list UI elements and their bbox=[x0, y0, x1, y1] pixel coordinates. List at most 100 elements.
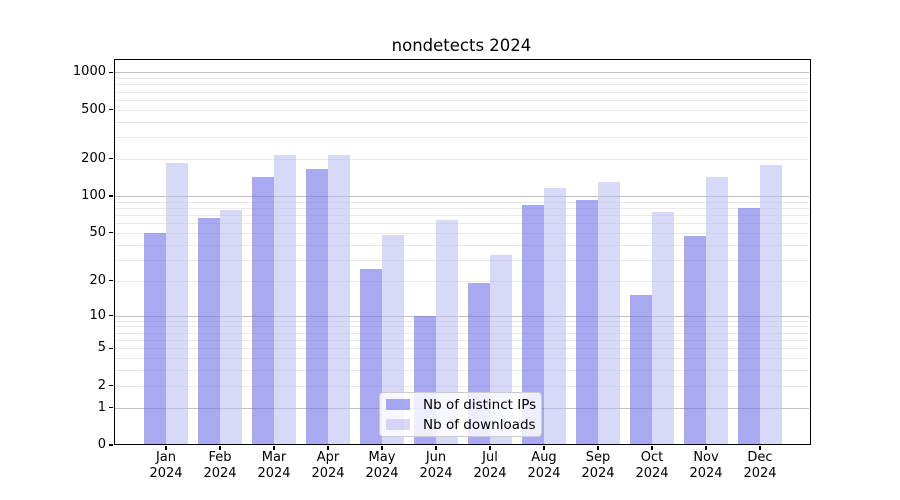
gridline-minor bbox=[114, 280, 809, 282]
y-tick bbox=[109, 232, 113, 234]
gridline-minor bbox=[114, 326, 809, 328]
bar-mar-nb-of-downloads bbox=[274, 155, 296, 445]
y-tick-label: 20 bbox=[89, 272, 106, 288]
legend-swatch-downloads bbox=[386, 419, 410, 430]
gridline-minor bbox=[114, 158, 809, 160]
x-tick bbox=[543, 445, 545, 450]
y-tick bbox=[109, 407, 113, 409]
bar-mar-nb-of-distinct-ips bbox=[252, 176, 274, 445]
bar-aug-nb-of-distinct-ips bbox=[522, 205, 544, 445]
x-tick-label-year: 2024 bbox=[149, 466, 183, 481]
x-tick bbox=[651, 445, 653, 450]
x-tick-label-month: Sep bbox=[585, 450, 611, 465]
y-tick-label: 100 bbox=[81, 188, 106, 204]
gridline-minor bbox=[114, 207, 809, 209]
bar-apr-nb-of-distinct-ips bbox=[306, 168, 328, 445]
x-tick bbox=[759, 445, 761, 450]
x-tick bbox=[381, 445, 383, 450]
gridline-minor bbox=[114, 244, 809, 246]
bar-sep-nb-of-distinct-ips bbox=[576, 199, 598, 445]
x-tick-label-month: Nov bbox=[693, 450, 719, 465]
y-tick-label: 1 bbox=[97, 399, 106, 415]
legend-item-distinct-ips: Nb of distinct IPs bbox=[386, 396, 537, 413]
gridline-minor bbox=[114, 348, 809, 350]
bar-dec-nb-of-downloads bbox=[760, 164, 782, 445]
x-tick-label-year: 2024 bbox=[689, 466, 723, 481]
x-tick-label-year: 2024 bbox=[527, 466, 561, 481]
gridline-major bbox=[114, 72, 809, 74]
x-tick bbox=[435, 445, 437, 450]
bar-dec-nb-of-distinct-ips bbox=[738, 207, 760, 445]
gridline-minor bbox=[114, 77, 809, 79]
gridline-minor bbox=[114, 385, 809, 387]
y-tick-label: 5 bbox=[97, 340, 106, 356]
gridline-minor bbox=[114, 84, 809, 86]
gridline-minor bbox=[114, 215, 809, 217]
y-tick bbox=[109, 385, 113, 387]
x-tick-label-month: May bbox=[368, 450, 396, 465]
gridline-minor bbox=[114, 201, 809, 203]
bar-feb-nb-of-distinct-ips bbox=[198, 218, 220, 445]
bar-oct-nb-of-downloads bbox=[652, 212, 674, 445]
gridline-minor bbox=[114, 332, 809, 334]
bar-oct-nb-of-distinct-ips bbox=[630, 295, 652, 445]
bar-sep-nb-of-downloads bbox=[598, 182, 620, 445]
x-tick bbox=[273, 445, 275, 450]
y-tick-label: 50 bbox=[89, 224, 106, 240]
x-tick-label-month: Jul bbox=[482, 450, 498, 465]
chart-title: nondetects 2024 bbox=[391, 36, 532, 55]
gridline-minor bbox=[114, 109, 809, 111]
y-tick bbox=[109, 71, 113, 73]
gridline-minor bbox=[114, 121, 809, 123]
x-tick bbox=[165, 445, 167, 450]
x-tick-label-year: 2024 bbox=[581, 466, 615, 481]
gridline-minor bbox=[114, 223, 809, 225]
x-tick bbox=[219, 445, 221, 450]
y-tick-label: 500 bbox=[81, 101, 106, 117]
y-tick-label: 200 bbox=[81, 150, 106, 166]
legend-item-downloads: Nb of downloads bbox=[386, 416, 536, 433]
gridline-minor bbox=[114, 340, 809, 342]
gridline-minor bbox=[114, 232, 809, 234]
x-tick bbox=[705, 445, 707, 450]
bar-jun-nb-of-downloads bbox=[436, 219, 458, 445]
gridline-minor bbox=[114, 137, 809, 139]
x-tick-label-year: 2024 bbox=[203, 466, 237, 481]
gridline-minor bbox=[114, 370, 809, 372]
x-tick-label-month: Aug bbox=[531, 450, 557, 465]
legend: Nb of distinct IPs Nb of downloads bbox=[379, 392, 542, 437]
x-tick-label-month: Mar bbox=[261, 450, 287, 465]
legend-swatch-distinct-ips bbox=[386, 399, 410, 410]
x-tick-label-month: Jan bbox=[155, 450, 177, 465]
y-tick bbox=[109, 347, 113, 349]
y-tick bbox=[109, 315, 113, 317]
bar-jan-nb-of-downloads bbox=[166, 162, 188, 445]
y-tick-label: 2 bbox=[97, 377, 106, 393]
gridline-major bbox=[114, 196, 809, 198]
bar-jan-nb-of-distinct-ips bbox=[144, 232, 166, 445]
bar-may-nb-of-distinct-ips bbox=[360, 269, 382, 445]
bar-apr-nb-of-downloads bbox=[328, 155, 350, 445]
y-tick bbox=[109, 158, 113, 160]
gridline-minor bbox=[114, 259, 809, 261]
y-tick bbox=[109, 109, 113, 111]
x-tick-label-month: Dec bbox=[747, 450, 773, 465]
gridline-minor bbox=[114, 358, 809, 360]
x-tick-label-month: Jun bbox=[425, 450, 447, 465]
legend-label-distinct-ips: Nb of distinct IPs bbox=[423, 396, 537, 413]
gridline-major bbox=[114, 315, 809, 317]
bar-feb-nb-of-downloads bbox=[220, 209, 242, 445]
x-tick bbox=[327, 445, 329, 450]
x-tick-label-year: 2024 bbox=[635, 466, 669, 481]
y-tick bbox=[109, 280, 113, 282]
x-tick bbox=[597, 445, 599, 450]
y-tick bbox=[109, 195, 113, 197]
y-tick-label: 10 bbox=[89, 307, 106, 323]
x-tick-label-year: 2024 bbox=[257, 466, 291, 481]
x-tick bbox=[489, 445, 491, 450]
x-tick-label-year: 2024 bbox=[743, 466, 777, 481]
x-tick-label-year: 2024 bbox=[419, 466, 453, 481]
gridline-minor bbox=[114, 91, 809, 93]
y-tick-label: 1000 bbox=[72, 64, 106, 80]
